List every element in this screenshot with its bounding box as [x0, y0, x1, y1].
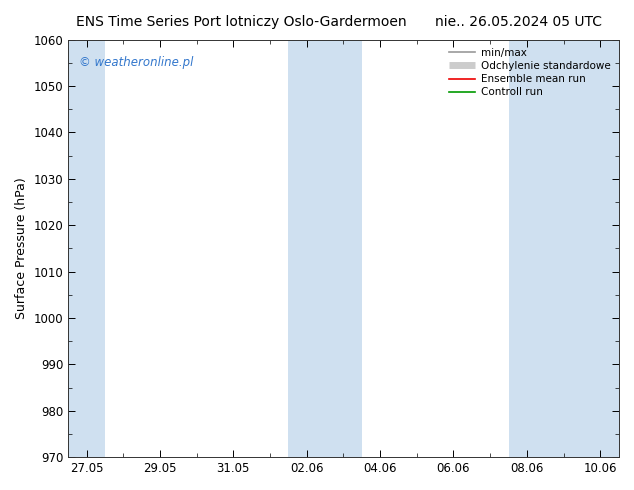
Text: © weatheronline.pl: © weatheronline.pl: [79, 56, 193, 69]
Y-axis label: Surface Pressure (hPa): Surface Pressure (hPa): [15, 177, 28, 319]
Bar: [68, 40, 105, 457]
Bar: [288, 40, 362, 457]
Text: ENS Time Series Port lotniczy Oslo-Gardermoen: ENS Time Series Port lotniczy Oslo-Garde…: [75, 15, 406, 29]
Text: nie.. 26.05.2024 05 UTC: nie.. 26.05.2024 05 UTC: [436, 15, 602, 29]
Bar: [508, 40, 619, 457]
Legend: min/max, Odchylenie standardowe, Ensemble mean run, Controll run: min/max, Odchylenie standardowe, Ensembl…: [446, 45, 614, 100]
